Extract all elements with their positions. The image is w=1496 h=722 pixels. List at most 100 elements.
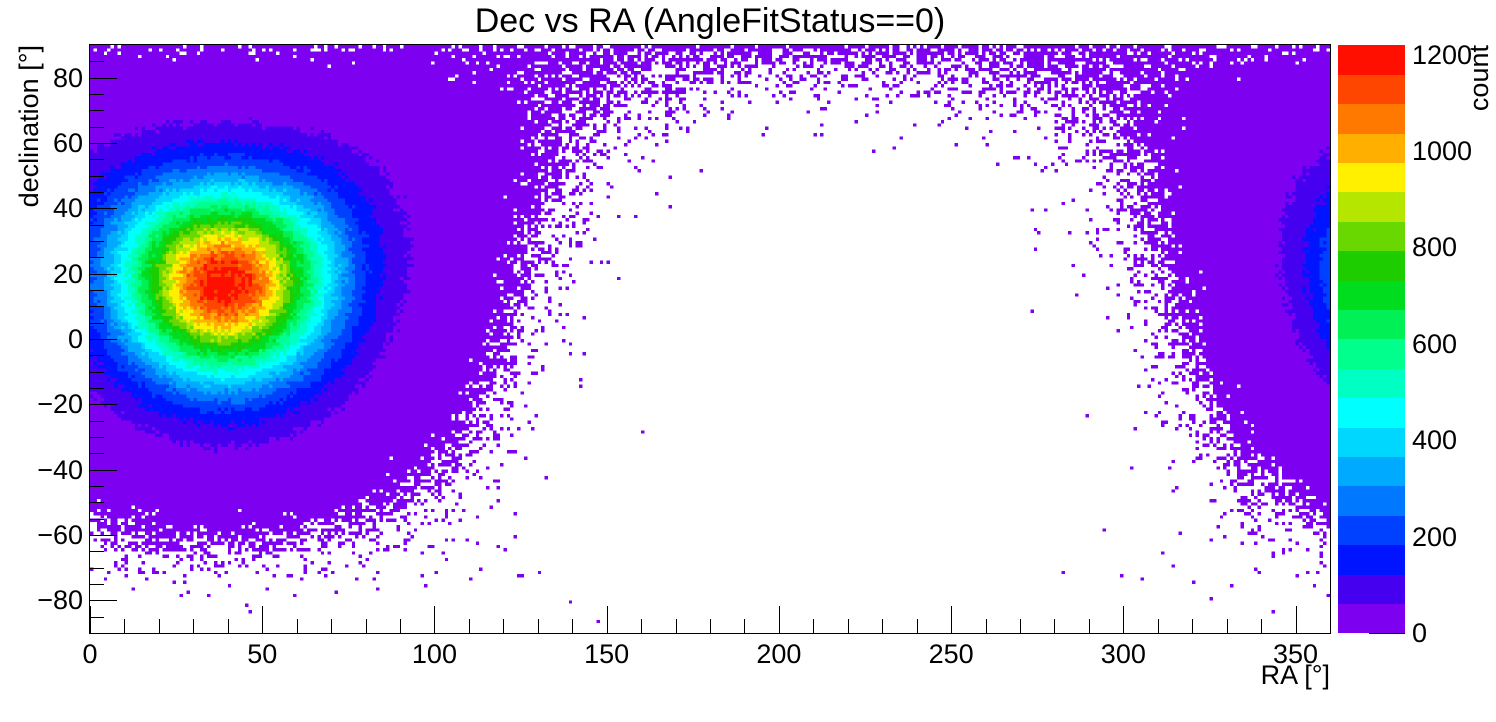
colorbar-band [1338,162,1405,193]
y-axis-tick-label: 60 [52,128,83,158]
x-axis-minor-tick [676,619,677,633]
y-axis-minor-tick [90,127,104,128]
y-axis-minor-tick [90,551,104,552]
y-axis-minor-tick [90,568,104,569]
y-axis-major-tick [90,339,117,340]
plot-frame [89,44,1331,634]
colorbar-band [1338,309,1405,340]
y-axis-minor-tick [90,617,104,618]
colorbar-band [1338,427,1405,458]
y-axis-minor-tick [90,290,104,291]
x-axis-minor-tick [538,619,539,633]
colorbar-tick-label: 400 [1412,425,1458,456]
y-axis-minor-tick [90,486,104,487]
colorbar-band [1338,280,1405,311]
x-axis-minor-tick [1089,619,1090,633]
x-axis-major-tick [90,606,91,633]
x-axis-major-tick [607,606,608,633]
x-axis-minor-tick [331,619,332,633]
y-axis-minor-tick [90,584,104,585]
x-axis-minor-tick [228,619,229,633]
y-axis-minor-tick [90,388,104,389]
colorbar-band [1338,103,1405,134]
y-axis-tick-label: 80 [52,62,83,93]
x-axis-minor-tick [641,619,642,633]
x-axis-minor-tick [1158,619,1159,633]
y-axis-major-tick [90,274,117,275]
y-axis-minor-tick [90,323,104,324]
colorbar-band [1338,192,1405,222]
x-axis-tick-label: 50 [247,639,278,669]
x-axis-minor-tick [159,619,160,633]
y-axis-major-tick [90,535,117,536]
y-axis-title: declination [°] [14,45,44,208]
colorbar-band [1338,368,1405,399]
x-axis-title: RA [°] [1260,660,1330,690]
colorbar-tick-label: 800 [1412,232,1458,263]
x-axis-minor-tick [400,619,401,633]
colorbar-tick-label: 200 [1412,521,1458,552]
colorbar-band [1338,544,1405,575]
y-axis-minor-tick [90,61,104,62]
y-axis-tick-label: −40 [37,454,83,485]
colorbar-band [1338,250,1405,281]
colorbar-band [1338,515,1405,546]
y-axis-minor-tick [90,372,104,373]
x-axis-minor-tick [469,619,470,633]
y-axis-minor-tick [90,159,104,160]
y-axis-minor-tick [90,519,104,520]
y-axis-minor-tick [90,421,104,422]
x-axis-tick-label: 350 [1273,639,1319,669]
x-axis-tick-label: 0 [82,639,98,669]
y-axis-tick-label: −80 [37,585,83,616]
x-axis-tick-label: 150 [584,639,630,669]
y-axis-minor-tick [90,355,104,356]
x-axis-minor-tick [744,619,745,633]
y-axis-minor-tick [90,437,104,438]
y-axis-minor-tick [90,110,104,111]
heatmap-bins-canvas [90,45,1330,633]
colorbar-band [1338,397,1405,428]
y-axis-minor-tick [90,192,104,193]
y-axis-major-tick [90,470,117,471]
x-axis-tick-label: 100 [411,639,457,669]
y-axis-tick-label: 0 [67,324,83,354]
x-axis-minor-tick [1227,619,1228,633]
x-axis-major-tick [1123,606,1124,633]
x-axis-major-tick [1296,606,1297,633]
colorbar [1338,45,1405,634]
x-axis-major-tick [779,606,780,633]
x-axis-tick-label: 200 [756,639,802,669]
y-axis-major-tick [90,404,117,405]
colorbar-band [1338,574,1405,605]
x-axis-minor-tick [882,619,883,633]
x-axis-minor-tick [917,619,918,633]
y-axis-major-tick [90,143,117,144]
x-axis-major-tick [262,606,263,633]
y-axis-minor-tick [90,176,104,177]
x-axis-minor-tick [503,619,504,633]
y-axis-minor-tick [90,306,104,307]
x-axis-minor-tick [1330,619,1331,633]
y-axis-minor-tick [90,453,104,454]
x-axis-tick-label: 300 [1100,639,1146,669]
x-axis-minor-tick [813,619,814,633]
x-axis-minor-tick [572,619,573,633]
x-axis-minor-tick [193,619,194,633]
colorbar-tick-label: 1200 [1412,39,1473,70]
colorbar-title: count [1464,45,1494,112]
y-axis-minor-tick [90,257,104,258]
y-axis-minor-tick [90,502,104,503]
y-axis-major-tick [90,78,117,79]
x-axis-minor-tick [1054,619,1055,633]
colorbar-band [1338,221,1405,252]
y-axis-minor-tick [90,241,104,242]
x-axis-major-tick [951,606,952,633]
colorbar-tick [1369,633,1405,634]
x-axis-minor-tick [1192,619,1193,633]
y-axis-tick-label: 40 [52,193,83,224]
plot-title: Dec vs RA (AngleFitStatus==0) [474,2,946,40]
x-axis-minor-tick [366,619,367,633]
colorbar-band [1338,74,1405,105]
